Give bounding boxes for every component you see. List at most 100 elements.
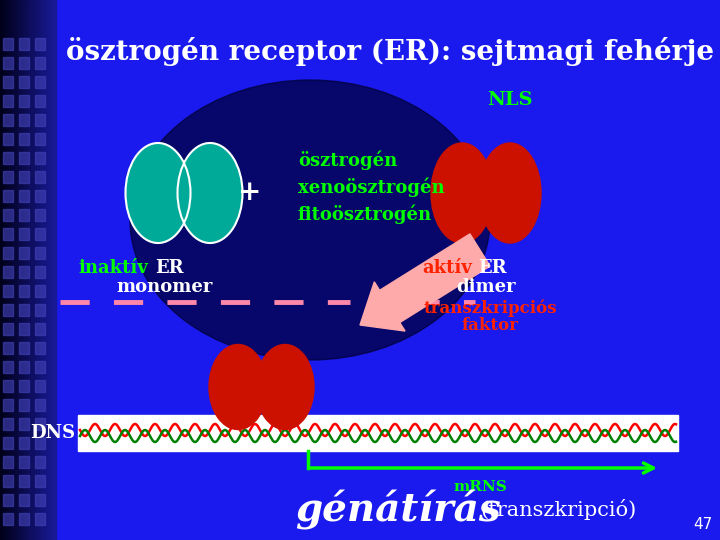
Bar: [38, 0, 41, 540]
Bar: [19, 114, 29, 126]
Bar: [35, 513, 45, 525]
FancyArrow shape: [360, 234, 490, 331]
Bar: [50, 0, 53, 540]
Text: ösztrogén: ösztrogén: [298, 150, 397, 170]
Bar: [3, 361, 13, 373]
Text: ER: ER: [478, 259, 507, 277]
Bar: [19, 475, 29, 487]
Ellipse shape: [209, 345, 267, 429]
Bar: [30, 0, 32, 540]
Bar: [4, 0, 6, 540]
Bar: [19, 399, 29, 411]
Bar: [3, 57, 13, 69]
Bar: [3, 513, 13, 525]
Ellipse shape: [479, 143, 541, 243]
Bar: [19, 380, 29, 392]
Bar: [3, 418, 13, 430]
Bar: [3, 494, 13, 506]
Bar: [35, 57, 45, 69]
Bar: [35, 285, 45, 297]
Bar: [35, 456, 45, 468]
Bar: [35, 190, 45, 202]
Bar: [53, 0, 56, 540]
Bar: [35, 304, 45, 316]
Text: NLS: NLS: [487, 91, 533, 109]
Bar: [35, 152, 45, 164]
Text: DNS: DNS: [30, 424, 75, 442]
Bar: [17, 0, 19, 540]
Bar: [3, 475, 13, 487]
Bar: [35, 494, 45, 506]
Bar: [19, 152, 29, 164]
Bar: [19, 494, 29, 506]
Bar: [7, 0, 10, 540]
Text: génátírás: génátírás: [295, 490, 500, 530]
Bar: [13, 0, 16, 540]
Bar: [19, 133, 29, 145]
Bar: [19, 304, 29, 316]
Text: 47: 47: [693, 517, 712, 532]
Bar: [40, 0, 43, 540]
Bar: [35, 399, 45, 411]
Bar: [35, 114, 45, 126]
Bar: [3, 266, 13, 278]
Bar: [33, 0, 36, 540]
Bar: [19, 361, 29, 373]
Text: fitoösztrogén: fitoösztrogén: [298, 204, 432, 224]
Bar: [19, 190, 29, 202]
Bar: [19, 342, 29, 354]
Bar: [31, 0, 34, 540]
Bar: [51, 0, 54, 540]
Text: (transzkripció): (transzkripció): [480, 500, 636, 521]
Bar: [19, 76, 29, 88]
Bar: [19, 285, 29, 297]
Text: dimer: dimer: [456, 278, 516, 296]
Bar: [19, 57, 29, 69]
Bar: [44, 0, 47, 540]
Bar: [19, 323, 29, 335]
Bar: [35, 247, 45, 259]
Bar: [48, 0, 50, 540]
Bar: [42, 0, 45, 540]
Bar: [35, 38, 45, 50]
Text: ER: ER: [155, 259, 184, 277]
Ellipse shape: [178, 143, 243, 243]
Bar: [3, 228, 13, 240]
Ellipse shape: [125, 143, 191, 243]
Bar: [19, 209, 29, 221]
Ellipse shape: [431, 143, 493, 243]
Bar: [19, 95, 29, 107]
Bar: [19, 171, 29, 183]
Bar: [3, 114, 13, 126]
Bar: [35, 418, 45, 430]
Bar: [9, 0, 12, 540]
Bar: [78, 415, 678, 451]
Bar: [3, 133, 13, 145]
Bar: [35, 342, 45, 354]
Bar: [0, 0, 3, 540]
Text: aktív: aktív: [422, 259, 472, 277]
Text: ösztrogén receptor (ER): sejtmagi fehérje: ösztrogén receptor (ER): sejtmagi fehérj…: [66, 37, 714, 66]
Bar: [19, 266, 29, 278]
Bar: [20, 0, 23, 540]
Bar: [35, 361, 45, 373]
Text: faktor: faktor: [462, 318, 518, 334]
Bar: [3, 171, 13, 183]
Bar: [3, 247, 13, 259]
Bar: [3, 190, 13, 202]
Bar: [3, 437, 13, 449]
Bar: [19, 513, 29, 525]
Ellipse shape: [256, 345, 314, 429]
Bar: [35, 171, 45, 183]
Text: inaktív: inaktív: [78, 259, 148, 277]
Bar: [6, 0, 9, 540]
Bar: [3, 456, 13, 468]
Bar: [35, 380, 45, 392]
Bar: [35, 437, 45, 449]
Bar: [3, 380, 13, 392]
Bar: [35, 266, 45, 278]
Bar: [2, 0, 4, 540]
Bar: [19, 418, 29, 430]
Ellipse shape: [130, 80, 490, 360]
Bar: [14, 0, 17, 540]
